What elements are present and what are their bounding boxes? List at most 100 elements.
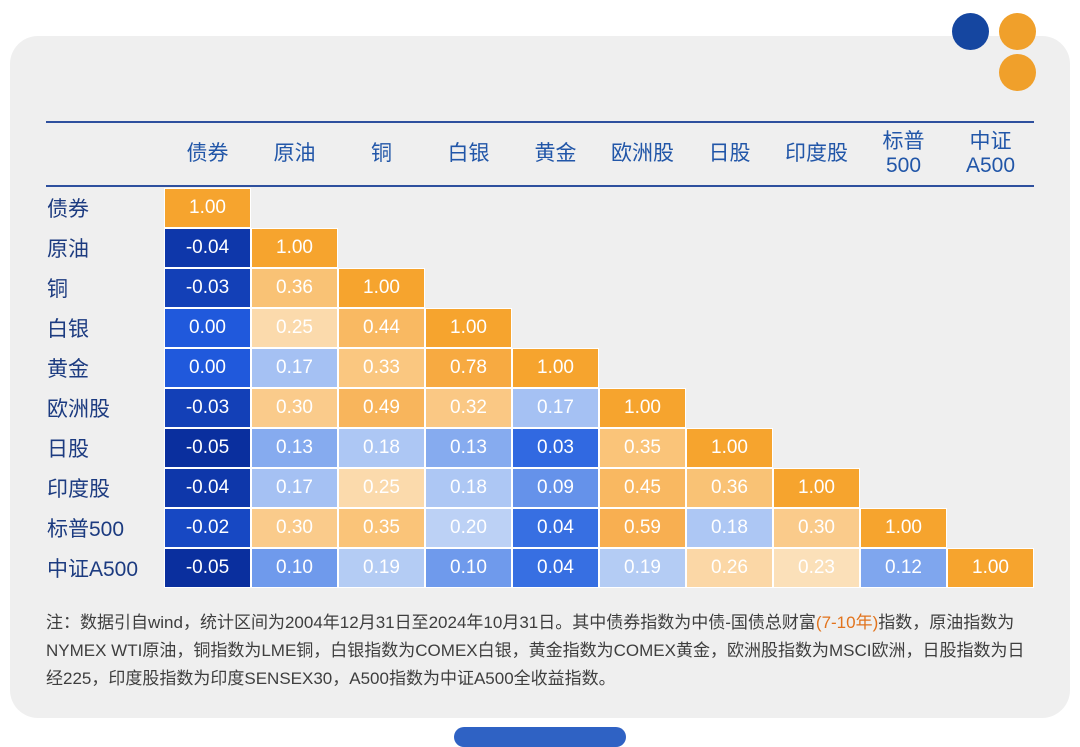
matrix-row: 印度股 -0.04 0.17 0.25 0.18 0.09 0.45 0.36 1.00	[46, 468, 1034, 508]
matrix-row: 原油 -0.04 1.00	[46, 228, 1034, 268]
logo-orange-circle-bottom	[999, 54, 1036, 91]
empty-cell	[512, 308, 599, 348]
empty-cell	[947, 388, 1034, 428]
matrix-cell: 0.35	[599, 428, 686, 468]
matrix-cell: 0.19	[338, 548, 425, 588]
matrix-cell: -0.04	[164, 468, 251, 508]
empty-cell	[860, 308, 947, 348]
matrix-cell: 0.78	[425, 348, 512, 388]
footnote-text: 注：数据引自wind，统计区间为2004年12月31日至2024年10月31日。…	[46, 613, 816, 632]
empty-cell	[686, 308, 773, 348]
matrix-cell: 0.10	[251, 548, 338, 588]
matrix-cell: 1.00	[251, 228, 338, 268]
matrix-cell: -0.03	[164, 388, 251, 428]
matrix-cell: 1.00	[164, 188, 251, 228]
empty-cell	[599, 308, 686, 348]
matrix-cell: 0.30	[251, 388, 338, 428]
matrix-cell: 0.10	[425, 548, 512, 588]
column-header: 欧洲股	[611, 141, 674, 165]
column-header: 债券	[186, 141, 229, 165]
matrix-cell: 1.00	[338, 268, 425, 308]
empty-cell	[773, 428, 860, 468]
empty-cell	[773, 268, 860, 308]
matrix-row: 日股 -0.05 0.13 0.18 0.13 0.03 0.35 1.00	[46, 428, 1034, 468]
empty-cell	[686, 268, 773, 308]
matrix-row: 铜 -0.03 0.36 1.00	[46, 268, 1034, 308]
empty-cell	[860, 388, 947, 428]
matrix-cell: 0.45	[599, 468, 686, 508]
matrix-cell: 0.00	[164, 308, 251, 348]
matrix-cell: 0.23	[773, 548, 860, 588]
matrix-cell: 0.36	[251, 268, 338, 308]
empty-cell	[947, 228, 1034, 268]
column-header: 中证 A500	[965, 129, 1016, 177]
empty-cell	[860, 228, 947, 268]
empty-cell	[947, 308, 1034, 348]
empty-cell	[251, 188, 338, 228]
content-card: 债券 原油铜白银 黄金 欧洲股 日股 印度股 标普 500 中证 A500 债券 1.00 原油 -0…	[10, 36, 1070, 718]
empty-cell	[599, 188, 686, 228]
empty-cell	[686, 188, 773, 228]
matrix-cell: 0.25	[251, 308, 338, 348]
empty-cell	[947, 508, 1034, 548]
empty-cell	[512, 228, 599, 268]
matrix-cell: 0.19	[599, 548, 686, 588]
empty-cell	[947, 428, 1034, 468]
matrix-cell: 0.04	[512, 548, 599, 588]
row-header: 铜	[47, 278, 68, 301]
matrix-cell: 0.44	[338, 308, 425, 348]
row-header: 白银	[47, 318, 89, 341]
matrix-cell: 0.17	[251, 468, 338, 508]
empty-cell	[947, 268, 1034, 308]
empty-cell	[773, 348, 860, 388]
matrix-cell: 0.04	[512, 508, 599, 548]
empty-cell	[512, 188, 599, 228]
matrix-cell: -0.05	[164, 428, 251, 468]
logo-orange-circle-top	[999, 13, 1036, 50]
row-header: 中证A500	[47, 558, 139, 581]
empty-cell	[860, 268, 947, 308]
matrix-cell: 0.17	[512, 388, 599, 428]
matrix-cell: 1.00	[512, 348, 599, 388]
empty-cell	[425, 268, 512, 308]
matrix-header-row: 债券 原油 铜 白银 黄金 欧洲股 日股 印度股 标普 500 中证 A500	[46, 121, 1034, 187]
matrix-cell: 0.33	[338, 348, 425, 388]
matrix-cell: 1.00	[947, 548, 1034, 588]
empty-cell	[338, 228, 425, 268]
matrix-cell: 0.17	[251, 348, 338, 388]
matrix-cell: 0.30	[251, 508, 338, 548]
matrix-cell: 0.00	[164, 348, 251, 388]
column-header: 黄金	[534, 141, 577, 165]
matrix-cell: 0.13	[251, 428, 338, 468]
logo-blue-circle	[952, 13, 989, 50]
column-header: 印度股	[785, 141, 848, 165]
empty-cell	[338, 188, 425, 228]
empty-cell	[599, 268, 686, 308]
empty-cell	[599, 348, 686, 388]
row-header: 债券	[47, 198, 89, 221]
matrix-cell: 0.36	[686, 468, 773, 508]
empty-cell	[860, 188, 947, 228]
matrix-row: 标普500 -0.02 0.30 0.35 0.20 0.04 0.59 0.18 0.30 1.…	[46, 508, 1034, 548]
matrix-cell: 0.03	[512, 428, 599, 468]
empty-cell	[686, 348, 773, 388]
empty-cell	[947, 468, 1034, 508]
matrix-cell: -0.03	[164, 268, 251, 308]
empty-cell	[686, 388, 773, 428]
empty-cell	[599, 228, 686, 268]
empty-cell	[773, 308, 860, 348]
matrix-cell: 0.26	[686, 548, 773, 588]
empty-cell	[860, 348, 947, 388]
matrix-cell: 0.13	[425, 428, 512, 468]
empty-cell	[773, 228, 860, 268]
matrix-row: 欧洲股 -0.03 0.30 0.49 0.32 0.17 1.00	[46, 388, 1034, 428]
row-header: 标普500	[47, 518, 125, 541]
empty-cell	[860, 428, 947, 468]
empty-cell	[425, 188, 512, 228]
matrix-cell: 0.49	[338, 388, 425, 428]
column-header: 日股	[708, 141, 751, 165]
correlation-matrix: 债券 原油铜白银 黄金 欧洲股 日股 印度股 标普 500 中证 A500 债券 1.00 原油 -0…	[46, 121, 1034, 588]
row-header: 日股	[47, 438, 89, 461]
matrix-cell: -0.05	[164, 548, 251, 588]
matrix-cell: 0.20	[425, 508, 512, 548]
